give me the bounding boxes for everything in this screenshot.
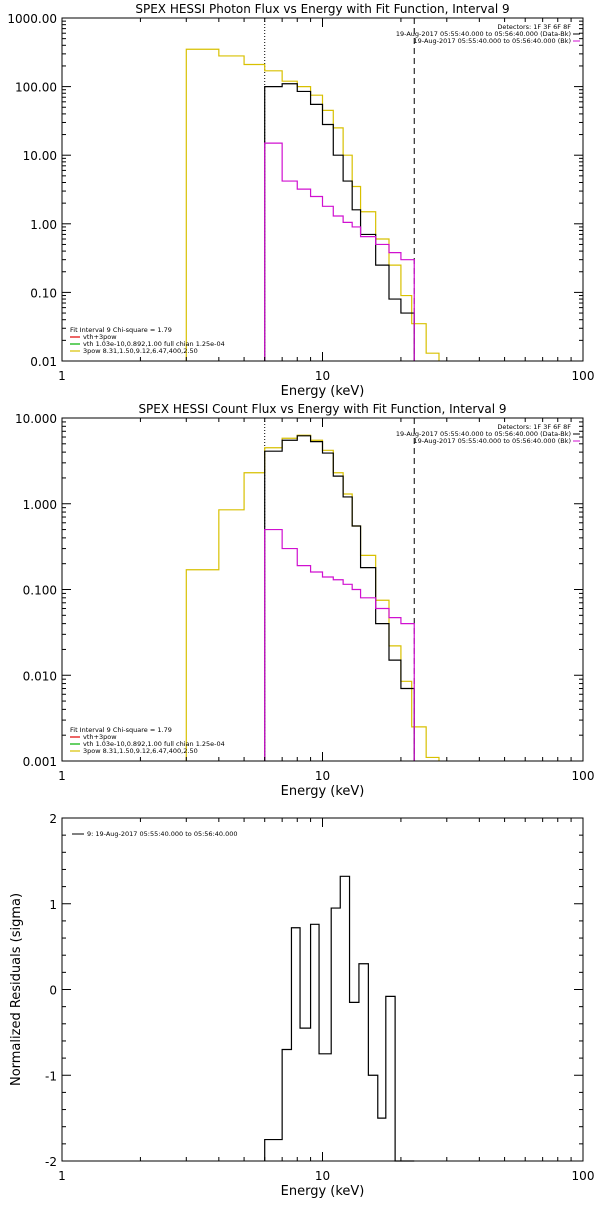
chart-panel-3: 1 10 100 -2 -1 0 1 2 Energy (keV) Normalized Resi… bbox=[9, 812, 594, 1199]
x-tick-label: 100 bbox=[572, 369, 595, 383]
x-tick-label: 10 bbox=[315, 369, 330, 383]
y-tick-label: 0.01 bbox=[30, 355, 57, 369]
fit-legend-entry: vth+3pow bbox=[83, 733, 117, 741]
y-tick-label: 10.00 bbox=[23, 149, 57, 163]
series-yellow-step-line bbox=[185, 434, 440, 761]
x-axis-label: Energy (keV) bbox=[281, 384, 365, 399]
chart-panel-2: SPEX HESSI Count Flux vs Energy with Fit… bbox=[15, 402, 594, 799]
plot-frame bbox=[61, 17, 584, 362]
fit-legend-heading: Fit Interval 9 Chi-square = 1.79 bbox=[70, 326, 172, 334]
header-line: Detectors: 1F 3F 6F 8F bbox=[497, 423, 571, 431]
x-tick-label: 1 bbox=[58, 369, 66, 383]
x-tick-label: 100 bbox=[572, 1169, 595, 1183]
y-tick-label: 0.10 bbox=[30, 286, 57, 300]
series-black-step-line bbox=[264, 435, 415, 761]
y-tick-label: 100.00 bbox=[15, 81, 57, 95]
fit-legend-entry: vth 1.03e-10,0.892,1.00 full chian 1.25e… bbox=[83, 740, 225, 748]
header-line: 19-Aug-2017 05:55:40.000 to 05:56:40.000… bbox=[414, 37, 571, 45]
chart-title: SPEX HESSI Photon Flux vs Energy with Fi… bbox=[135, 2, 509, 16]
y-tick-label: 1.00 bbox=[30, 218, 57, 232]
header-line: 19-Aug-2017 05:55:40.000 to 05:56:40.000… bbox=[396, 30, 571, 38]
fit-legend-entry: vth+3pow bbox=[83, 333, 117, 341]
series-yellow-step-line bbox=[185, 48, 440, 361]
fit-legend-entry: 3pow 8.31,1.50,9.12,6.47,400,2.50 bbox=[83, 747, 198, 755]
plot-frame bbox=[61, 817, 584, 1162]
fit-legend-entry: vth 1.03e-10,0.892,1.00 full chian 1.25e… bbox=[83, 340, 225, 348]
series-black-step-line bbox=[264, 875, 415, 1162]
series-magenta-step-line bbox=[264, 142, 415, 361]
y-axis-label: Normalized Residuals (sigma) bbox=[9, 893, 24, 1086]
y-tick-label: 0 bbox=[49, 984, 57, 998]
y-tick-label: 1000.00 bbox=[7, 12, 57, 26]
residual-legend-label: 9: 19-Aug-2017 05:55:40.000 to 05:56:40.… bbox=[87, 830, 238, 838]
fit-legend-heading: Fit Interval 9 Chi-square = 1.79 bbox=[70, 726, 172, 734]
y-tick-label: 0.001 bbox=[23, 755, 57, 769]
x-tick-label: 1 bbox=[58, 769, 66, 783]
header-line: Detectors: 1F 3F 6F 8F bbox=[497, 23, 571, 31]
y-tick-label: 10.000 bbox=[15, 412, 57, 426]
series-magenta-step-line bbox=[264, 528, 415, 761]
header-line: 19-Aug-2017 05:55:40.000 to 05:56:40.000… bbox=[414, 437, 571, 445]
x-tick-label: 10 bbox=[315, 769, 330, 783]
x-tick-label: 10 bbox=[315, 1169, 330, 1183]
y-tick-label: 0.010 bbox=[23, 669, 57, 683]
plot-frame bbox=[61, 417, 584, 762]
y-tick-label: -1 bbox=[45, 1069, 57, 1083]
y-tick-label: 2 bbox=[49, 812, 57, 826]
y-tick-label: 0.100 bbox=[23, 584, 57, 598]
x-tick-label: 1 bbox=[58, 1169, 66, 1183]
y-tick-label: 1 bbox=[49, 898, 57, 912]
x-axis-label: Energy (keV) bbox=[281, 784, 365, 799]
chart-panel-1: SPEX HESSI Photon Flux vs Energy with Fi… bbox=[7, 2, 594, 399]
header-line: 19-Aug-2017 05:55:40.000 to 05:56:40.000… bbox=[396, 430, 571, 438]
y-tick-label: -2 bbox=[45, 1155, 57, 1169]
y-tick-label: 1.000 bbox=[23, 498, 57, 512]
x-axis-label: Energy (keV) bbox=[281, 1184, 365, 1199]
series-black-step-line bbox=[264, 83, 415, 361]
fit-legend-entry: 3pow 8.31,1.50,9.12,6.47,400,2.50 bbox=[83, 347, 198, 355]
chart-title: SPEX HESSI Count Flux vs Energy with Fit… bbox=[138, 402, 506, 416]
x-tick-label: 100 bbox=[572, 769, 595, 783]
